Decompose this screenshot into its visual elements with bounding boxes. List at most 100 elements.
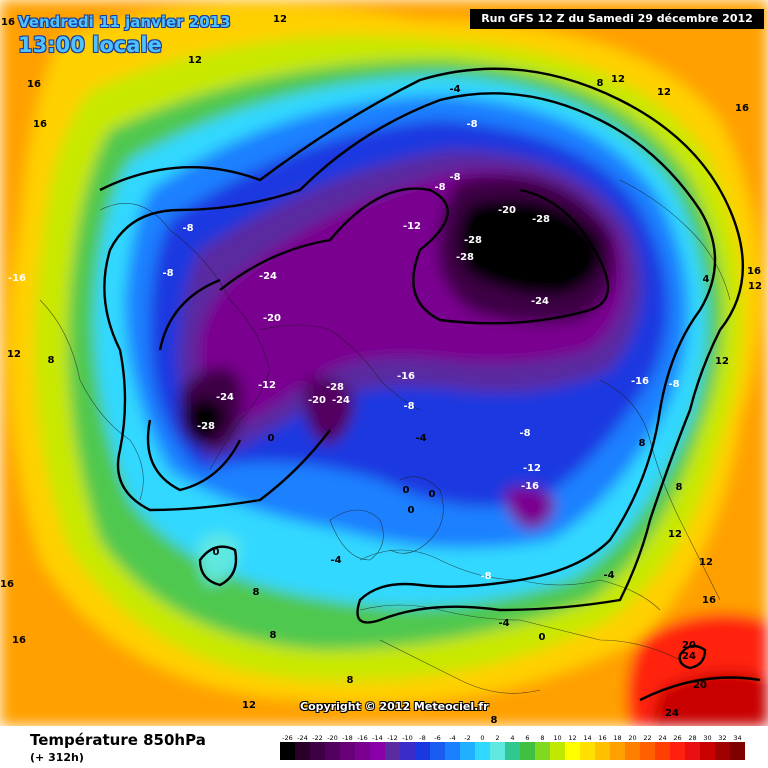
temperature-map: 12 16 16 12 -4 -8 12 8 12 16 -8 -8 -20 -28 -28 -28 -12 -8… — [0, 0, 768, 726]
legend-swatch — [625, 742, 640, 760]
legend-swatch — [355, 742, 370, 760]
isotherm-label: -28 — [464, 235, 482, 246]
legend-level-label: 30 — [703, 734, 711, 742]
legend-swatch — [430, 742, 445, 760]
legend-swatch — [385, 742, 400, 760]
map-footer: Température 850hPa (+ 312h) -26 -24 -22 -20… — [0, 726, 768, 768]
legend-level-label: -24 — [297, 734, 308, 742]
isotherm-label: 16 — [735, 103, 749, 114]
isotherm-label: -8 — [182, 223, 193, 234]
legend-level-label: -4 — [449, 734, 455, 742]
isotherm-label: 8 — [347, 675, 354, 686]
isotherm-label: -16 — [521, 481, 539, 492]
forecast-hour: (+ 312h) — [30, 751, 84, 764]
legend-swatch — [310, 742, 325, 760]
isotherm-label: 0 — [213, 547, 220, 558]
legend-level-label: -2 — [464, 734, 470, 742]
isotherm-label: -8 — [466, 119, 477, 130]
legend-swatch — [595, 742, 610, 760]
legend-swatch — [445, 742, 460, 760]
forecast-date: Vendredi 11 janvier 2013 — [18, 13, 231, 31]
isotherm-label: 8 — [270, 630, 277, 641]
isotherm-label: 4 — [703, 274, 710, 285]
isotherm-label: -20 — [263, 313, 281, 324]
legend-level-label: 10 — [553, 734, 561, 742]
isotherm-label: -16 — [8, 273, 26, 284]
copyright-notice: Copyright © 2012 Meteociel.fr — [300, 700, 489, 713]
legend-level-label: 28 — [688, 734, 696, 742]
isotherm-label: -4 — [449, 84, 460, 95]
isotherm-label: -16 — [631, 376, 649, 387]
isotherm-label: 8 — [253, 587, 260, 598]
isotherm-label: -8 — [162, 268, 173, 279]
legend-level-label: 18 — [613, 734, 621, 742]
isotherm-label: -28 — [197, 421, 215, 432]
legend-level-label: -12 — [387, 734, 398, 742]
isotherm-label: 0 — [429, 489, 436, 500]
legend-swatch — [505, 742, 520, 760]
isotherm-label: -16 — [397, 371, 415, 382]
variable-title: Température 850hPa — [30, 731, 206, 749]
isotherm-label: 0 — [408, 505, 415, 516]
isotherm-labels: 12161612-4-81281216-8-8-20-28-28-28-12-8… — [0, 14, 762, 726]
isotherm-label: -4 — [603, 570, 614, 581]
legend-swatch — [520, 742, 535, 760]
isotherm-label: 12 — [668, 529, 682, 540]
isotherm-label: 16 — [33, 119, 47, 130]
legend-level-label: 0 — [480, 734, 484, 742]
isotherm-label: -24 — [216, 392, 234, 403]
legend-level-label: -6 — [434, 734, 440, 742]
legend-swatch — [460, 742, 475, 760]
isotherm-label: 16 — [702, 595, 716, 606]
isotherm-label: -28 — [326, 382, 344, 393]
isotherm-label: -24 — [332, 395, 350, 406]
isotherm-label: 16 — [0, 579, 14, 590]
legend-level-label: 22 — [643, 734, 651, 742]
isotherm-label: -24 — [531, 296, 549, 307]
isotherm-label: -8 — [434, 182, 445, 193]
legend-swatch — [370, 742, 385, 760]
legend-swatch — [565, 742, 580, 760]
isotherm-label: 16 — [12, 635, 26, 646]
legend-level-label: 34 — [733, 734, 741, 742]
isotherm-label: 24 — [682, 651, 696, 662]
legend-level-label: -8 — [419, 734, 425, 742]
isotherm-label: 8 — [491, 715, 498, 726]
isotherm-label: 8 — [597, 78, 604, 89]
isotherm-label: 12 — [273, 14, 287, 25]
legend-level-label: -20 — [327, 734, 338, 742]
legend-swatch — [700, 742, 715, 760]
legend-swatch — [580, 742, 595, 760]
legend-level-label: -14 — [372, 734, 383, 742]
isotherm-label: 8 — [48, 355, 55, 366]
legend-level-label: -10 — [402, 734, 413, 742]
land-outlines — [39, 179, 731, 694]
isotherm-lines — [99, 67, 761, 702]
legend-swatch — [610, 742, 625, 760]
isotherm-label: 12 — [7, 349, 21, 360]
legend-level-label: 20 — [628, 734, 636, 742]
isotherm-label: 16 — [27, 79, 41, 90]
model-run-info: Run GFS 12 Z du Samedi 29 décembre 2012 — [470, 9, 764, 29]
legend-level-label: 14 — [583, 734, 591, 742]
isotherm-label: -4 — [415, 433, 426, 444]
legend-level-label: 26 — [673, 734, 681, 742]
legend-swatch — [475, 742, 490, 760]
color-scale-legend: -26 -24 -22 -20 -18 -16 -14 -12 -10 -8 -6 -4 -2 0 2 4 6 8… — [280, 734, 745, 760]
isotherm-label: 0 — [403, 485, 410, 496]
isotherm-label: -28 — [532, 214, 550, 225]
legend-level-label: 12 — [568, 734, 576, 742]
legend-swatch — [730, 742, 745, 760]
legend-level-label: -16 — [357, 734, 368, 742]
isotherm-label: -8 — [403, 401, 414, 412]
legend-swatch — [400, 742, 415, 760]
legend-level-label: 16 — [598, 734, 606, 742]
legend-swatch — [640, 742, 655, 760]
legend-level-label: 6 — [525, 734, 529, 742]
isotherm-label: 12 — [748, 281, 762, 292]
legend-level-label: 4 — [510, 734, 514, 742]
isotherm-label: 20 — [682, 640, 696, 651]
temperature-field: 12161612-4-81281216-8-8-20-28-28-28-12-8… — [0, 0, 768, 726]
legend-swatch — [715, 742, 730, 760]
legend-swatch — [325, 742, 340, 760]
